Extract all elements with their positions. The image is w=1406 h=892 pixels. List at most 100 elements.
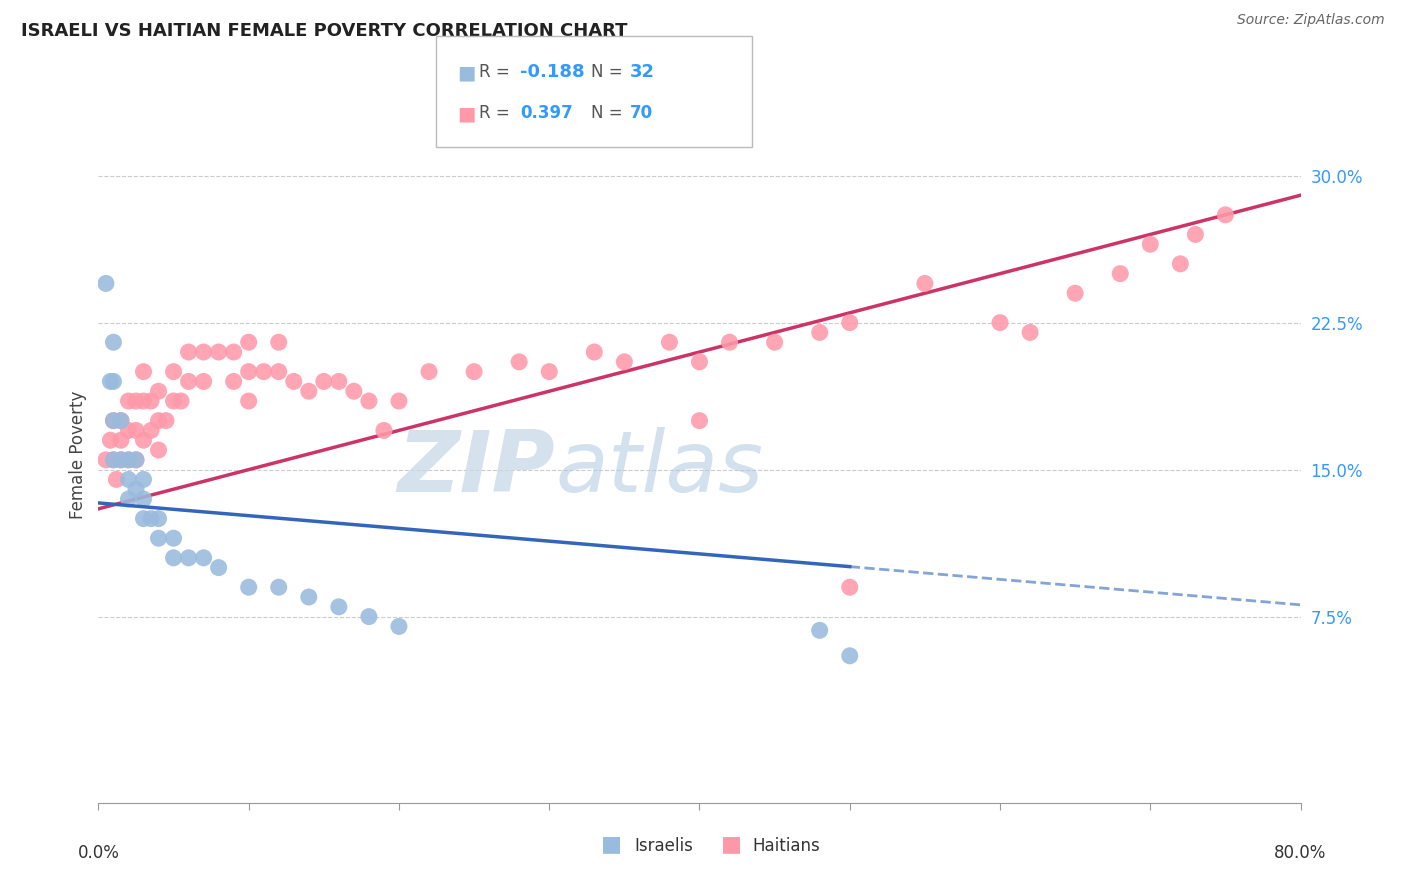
Point — [177, 375, 200, 389]
Point — [110, 452, 132, 467]
Point — [103, 335, 125, 350]
Point — [283, 375, 305, 389]
Text: 80.0%: 80.0% — [1274, 844, 1327, 862]
Point — [170, 394, 193, 409]
Point — [267, 580, 290, 594]
Point — [538, 365, 561, 379]
Point — [148, 531, 170, 545]
Point — [418, 365, 440, 379]
Point — [1019, 326, 1042, 340]
Point — [132, 491, 155, 506]
Point — [508, 355, 530, 369]
Point — [177, 550, 200, 565]
Text: ■: ■ — [457, 104, 475, 123]
Point — [1139, 237, 1161, 252]
Point — [125, 452, 148, 467]
Point — [914, 277, 936, 291]
Text: R =: R = — [479, 63, 516, 81]
Point — [583, 345, 606, 359]
Point — [100, 434, 122, 448]
Point — [132, 365, 155, 379]
Point — [298, 384, 321, 399]
Point — [103, 375, 125, 389]
Text: Haitians: Haitians — [752, 837, 820, 855]
Text: atlas: atlas — [555, 427, 763, 510]
Point — [357, 609, 380, 624]
Point — [105, 472, 128, 486]
Point — [388, 394, 411, 409]
Point — [148, 384, 170, 399]
Text: N =: N = — [591, 63, 627, 81]
Point — [463, 365, 485, 379]
Point — [125, 452, 148, 467]
Point — [103, 414, 125, 428]
Point — [139, 424, 162, 438]
Text: 32: 32 — [630, 63, 655, 81]
Point — [117, 424, 139, 438]
Point — [718, 335, 741, 350]
Point — [328, 599, 350, 614]
Point — [1064, 286, 1087, 301]
Point — [132, 511, 155, 525]
Point — [238, 580, 260, 594]
Point — [177, 345, 200, 359]
Point — [1170, 257, 1192, 271]
Point — [222, 345, 245, 359]
Point — [193, 345, 215, 359]
Point — [117, 452, 139, 467]
Text: Israelis: Israelis — [634, 837, 693, 855]
Point — [253, 365, 276, 379]
Point — [94, 277, 117, 291]
Point — [94, 452, 117, 467]
Point — [343, 384, 366, 399]
Point — [193, 375, 215, 389]
Point — [110, 414, 132, 428]
Text: -0.188: -0.188 — [520, 63, 585, 81]
Point — [613, 355, 636, 369]
Point — [238, 394, 260, 409]
Point — [838, 316, 860, 330]
Point — [689, 355, 711, 369]
Text: R =: R = — [479, 104, 520, 122]
Point — [103, 414, 125, 428]
Point — [139, 394, 162, 409]
Point — [103, 452, 125, 467]
Point — [838, 580, 860, 594]
Text: Source: ZipAtlas.com: Source: ZipAtlas.com — [1237, 13, 1385, 28]
Point — [125, 424, 148, 438]
Point — [162, 365, 184, 379]
Text: ISRAELI VS HAITIAN FEMALE POVERTY CORRELATION CHART: ISRAELI VS HAITIAN FEMALE POVERTY CORREL… — [21, 22, 627, 40]
Point — [298, 590, 321, 604]
Text: ■: ■ — [457, 63, 475, 82]
Point — [110, 452, 132, 467]
Point — [763, 335, 786, 350]
Point — [162, 550, 184, 565]
Point — [132, 394, 155, 409]
Point — [117, 472, 139, 486]
Point — [125, 394, 148, 409]
Point — [1184, 227, 1206, 242]
Point — [267, 365, 290, 379]
Point — [132, 472, 155, 486]
Point — [148, 414, 170, 428]
Point — [132, 434, 155, 448]
Point — [988, 316, 1011, 330]
Point — [658, 335, 681, 350]
Text: 0.397: 0.397 — [520, 104, 574, 122]
Point — [1109, 267, 1132, 281]
Text: ZIP: ZIP — [398, 427, 555, 510]
Point — [373, 424, 395, 438]
Point — [139, 511, 162, 525]
Point — [689, 414, 711, 428]
Text: N =: N = — [591, 104, 627, 122]
Point — [208, 560, 231, 574]
Point — [388, 619, 411, 633]
Point — [100, 375, 122, 389]
Point — [117, 491, 139, 506]
Point — [148, 511, 170, 525]
Point — [222, 375, 245, 389]
Point — [103, 452, 125, 467]
Text: 70: 70 — [630, 104, 652, 122]
Point — [117, 452, 139, 467]
Point — [808, 326, 831, 340]
